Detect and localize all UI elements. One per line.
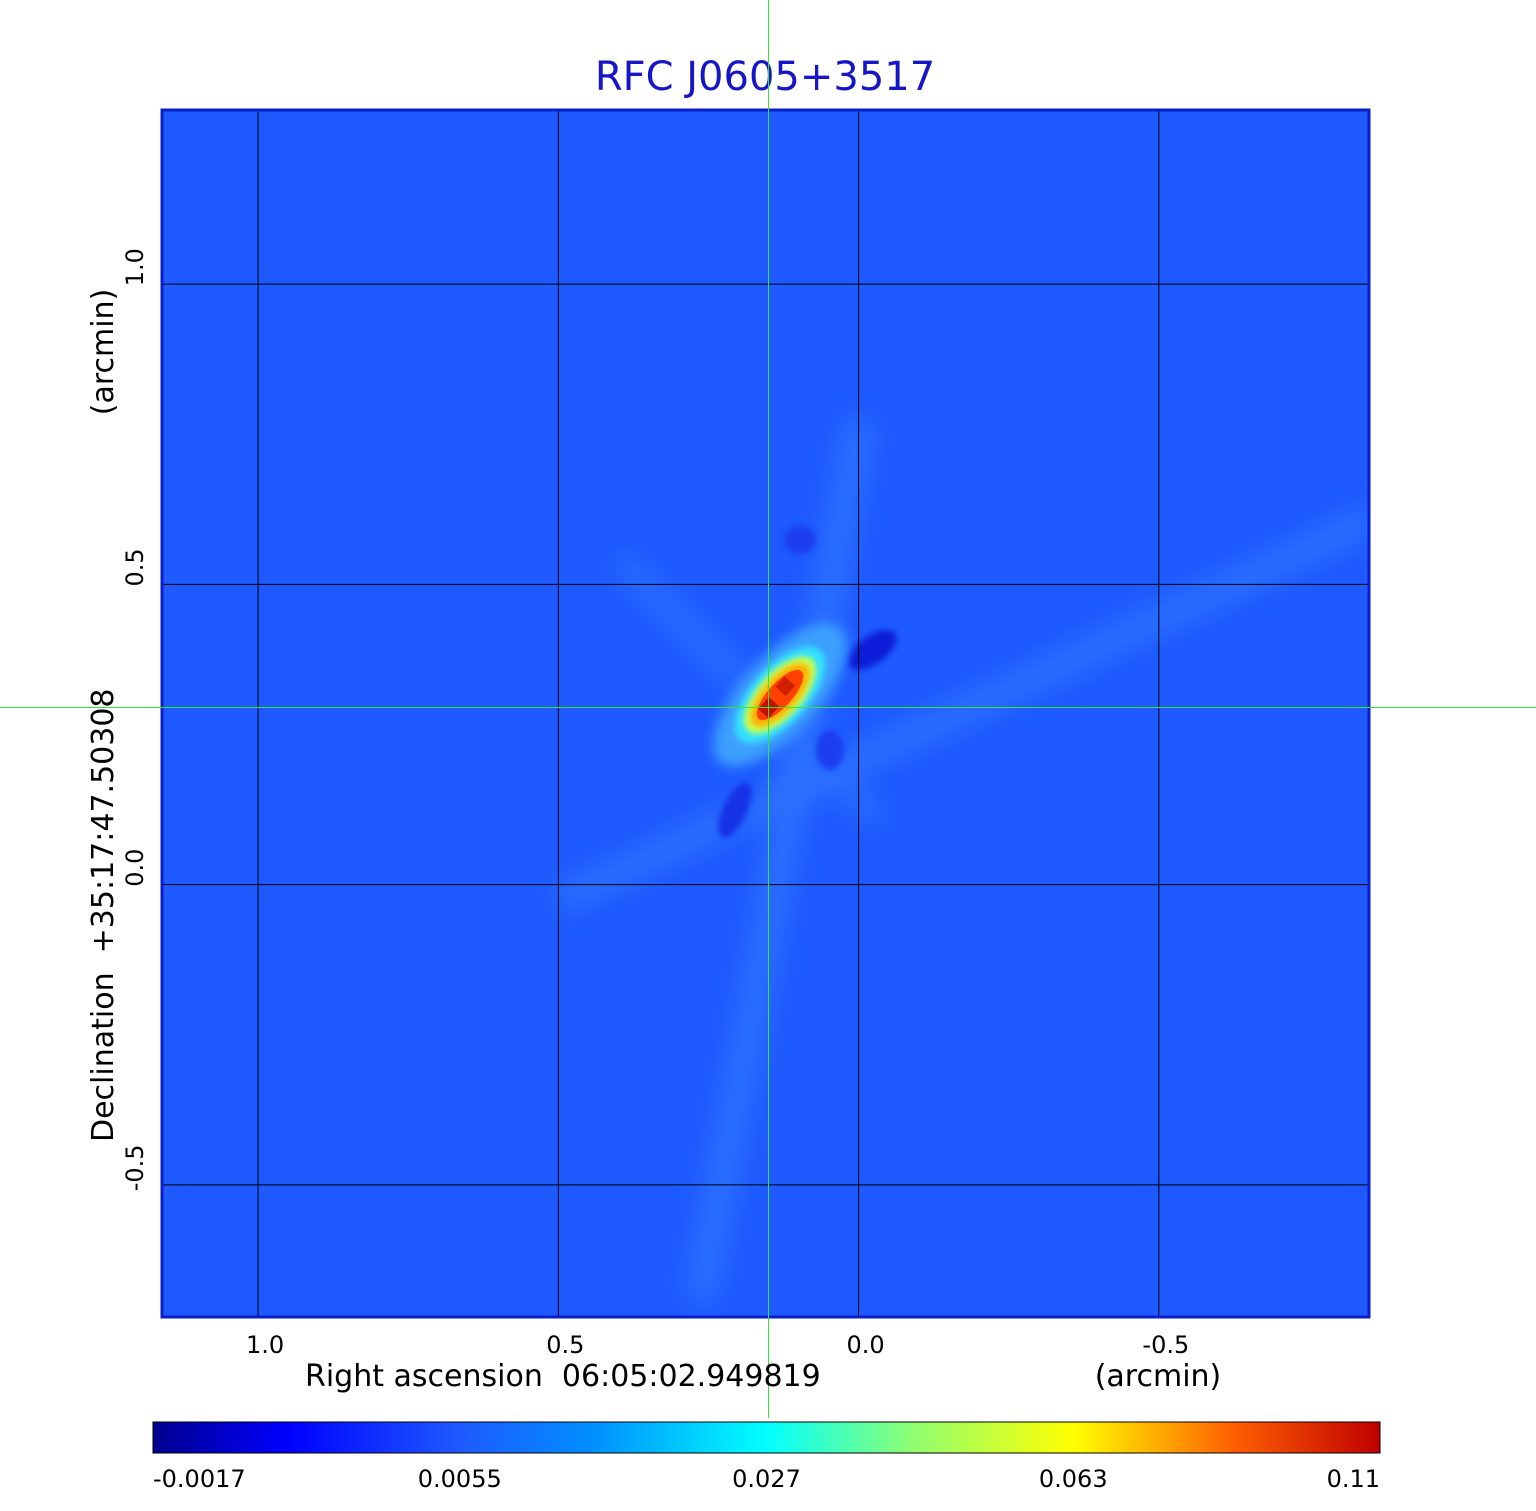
- y-tick-label: 0.5: [121, 548, 149, 586]
- x-tick-label: 1.0: [246, 1331, 284, 1359]
- negative-sidelobes: [718, 526, 897, 838]
- radio-source: [713, 623, 847, 767]
- colorbar-tick-labels: -0.0017 0.0055 0.027 0.063 0.11: [153, 1465, 1380, 1493]
- x-axis-unit: (arcmin): [1095, 1359, 1222, 1394]
- y-tick-label: 0.0: [121, 849, 149, 887]
- plot-frame: [160, 108, 1371, 1319]
- colorbar: [152, 1421, 1381, 1454]
- colorbar-tick-label: 0.063: [1039, 1465, 1108, 1493]
- y-tick-label: 1.0: [121, 248, 149, 286]
- grid-lines: [162, 110, 1369, 1317]
- x-axis-label: Right ascension 06:05:02.949819: [305, 1359, 821, 1394]
- y-tick-label: -0.5: [121, 1144, 149, 1191]
- chart-title: RFC J0605+3517: [595, 54, 935, 100]
- y-axis-unit: (arcmin): [86, 289, 121, 416]
- colorbar-tick-label: -0.0017: [153, 1465, 246, 1493]
- x-tick-label: 0.5: [546, 1331, 584, 1359]
- x-tick-label: 0.0: [846, 1331, 884, 1359]
- x-tick-label: -0.5: [1142, 1331, 1189, 1359]
- crosshair: [0, 0, 1536, 1418]
- colorbar-tick-label: 0.027: [732, 1465, 801, 1493]
- y-axis-label: Declination +35:17:47.50308: [86, 688, 121, 1142]
- colorbar-tick-label: 0.11: [1327, 1465, 1380, 1493]
- colorbar-tick-label: 0.0055: [418, 1465, 502, 1493]
- plot-area: [162, 110, 1369, 1317]
- y-tick-labels: 1.0 0.5 0.0 -0.5: [121, 248, 149, 1191]
- x-tick-labels: 1.0 0.5 0.0 -0.5: [246, 1331, 1189, 1359]
